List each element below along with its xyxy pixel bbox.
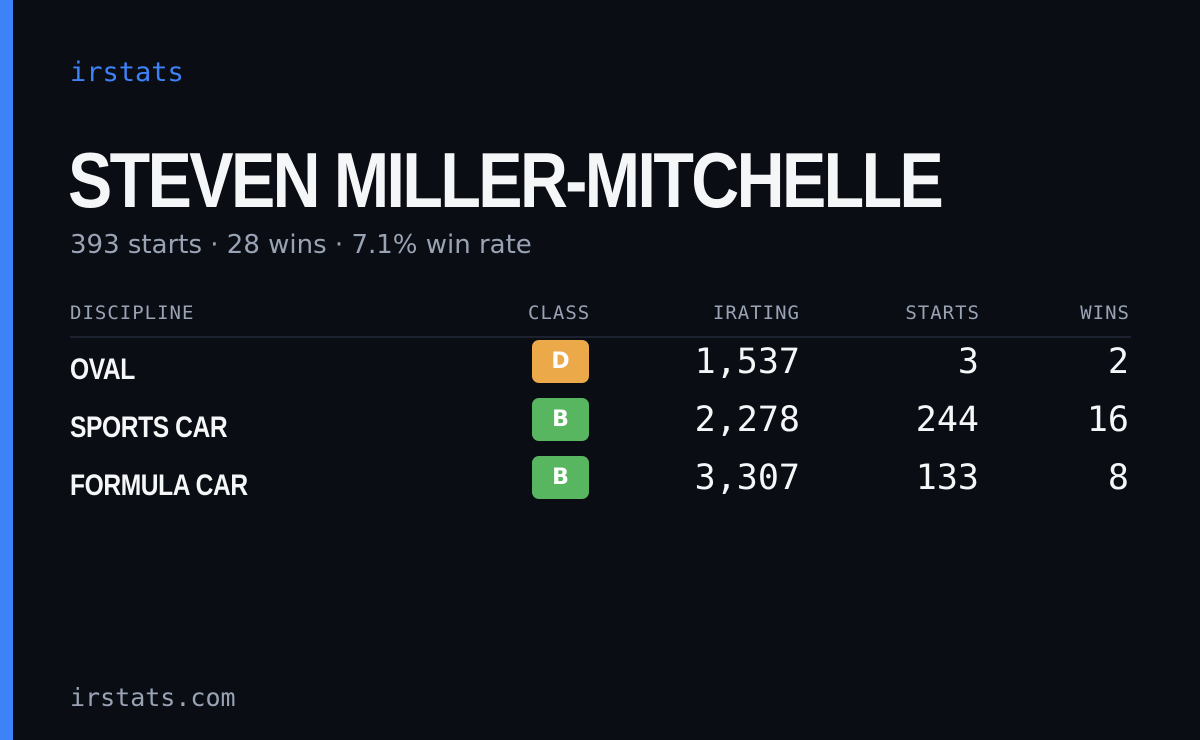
discipline-name: SPORTS CAR [70, 411, 228, 444]
column-header-irating: IRATING [712, 302, 800, 324]
irating-value: 1,537 [694, 342, 800, 382]
table-header: DISCIPLINE CLASS IRATING STARTS WINS [70, 296, 1131, 338]
table-row-oval: OVAL D 1,537 3 2 [70, 338, 1131, 396]
footer-url: irstats.com [70, 683, 236, 712]
starts-value: 133 [915, 458, 979, 498]
column-header-discipline: DISCIPLINE [70, 302, 195, 324]
wins-value: 2 [1107, 342, 1129, 382]
discipline-name: FORMULA CAR [70, 469, 248, 502]
class-badge: D [532, 340, 589, 383]
accent-bar [0, 0, 13, 740]
column-header-class: CLASS [528, 302, 591, 324]
table-row-formula-car: FORMULA CAR B 3,307 133 8 [70, 454, 1131, 512]
column-header-wins: WINS [1080, 302, 1130, 324]
starts-value: 244 [915, 400, 979, 440]
column-header-starts: STARTS [905, 302, 980, 324]
driver-summary: 393 starts · 28 wins · 7.1% win rate [70, 230, 532, 260]
starts-value: 3 [957, 342, 979, 382]
class-badge: B [532, 398, 589, 441]
irating-value: 3,307 [694, 458, 800, 498]
brand-logo: irstats [70, 57, 184, 88]
wins-value: 8 [1107, 458, 1129, 498]
class-badge: B [532, 456, 589, 499]
discipline-table: DISCIPLINE CLASS IRATING STARTS WINS OVA… [70, 296, 1131, 512]
irating-value: 2,278 [694, 400, 800, 440]
discipline-name: OVAL [70, 353, 135, 386]
wins-value: 16 [1086, 400, 1129, 440]
table-row-sports-car: SPORTS CAR B 2,278 244 16 [70, 396, 1131, 454]
driver-name: STEVEN MILLER-MITCHELLE [68, 136, 944, 224]
